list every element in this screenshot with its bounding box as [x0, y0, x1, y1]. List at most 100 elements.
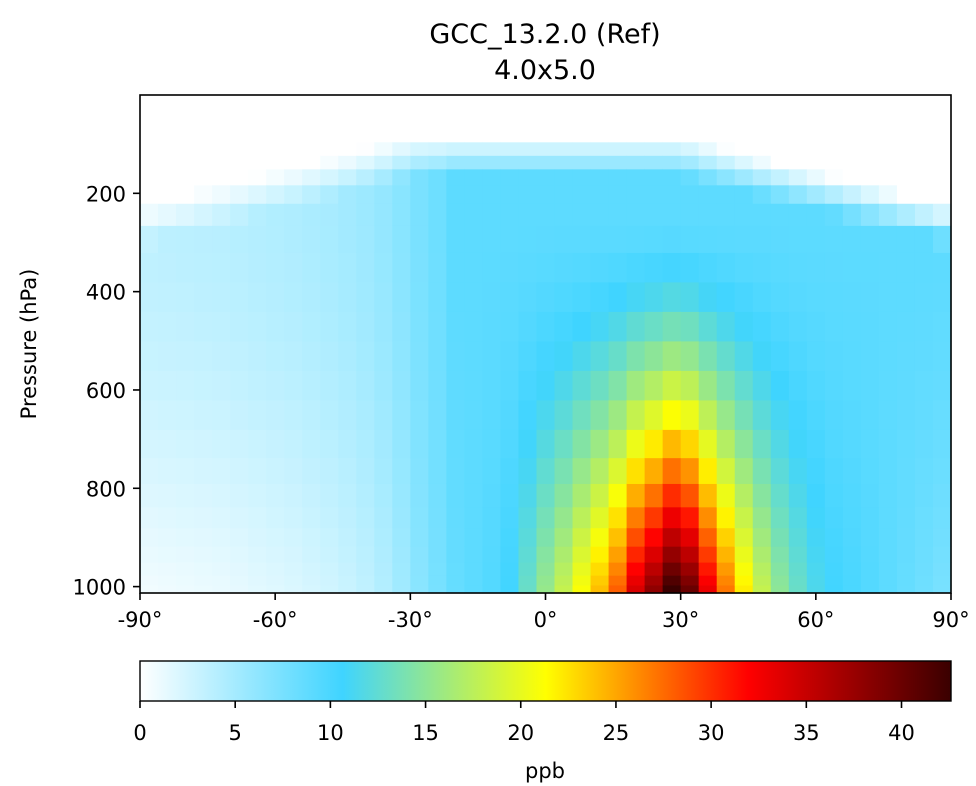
- heatmap-cell: [914, 252, 934, 283]
- heatmap-cell: [374, 370, 393, 401]
- x-tick-label: 0°: [534, 608, 558, 632]
- heatmap-cell: [392, 429, 411, 459]
- heatmap-cell: [248, 225, 267, 253]
- heatmap-cell: [284, 370, 303, 401]
- heatmap-cell: [266, 155, 285, 170]
- heatmap-cell: [608, 562, 628, 576]
- heatmap-cell: [446, 281, 465, 312]
- heatmap-cell: [824, 311, 844, 342]
- colorbar-ticks: 0 5 10 15 20 25 30 35 40: [133, 701, 915, 745]
- heatmap-cell: [626, 546, 646, 563]
- heatmap-cell: [680, 184, 700, 204]
- heatmap-cell: [554, 562, 574, 576]
- heatmap-cell: [320, 562, 339, 576]
- heatmap-cell: [176, 399, 195, 430]
- heatmap-cell: [464, 141, 484, 156]
- heatmap-cell: [410, 252, 429, 283]
- heatmap-cell: [824, 252, 844, 283]
- heatmap-cell: [482, 575, 502, 586]
- heatmap-cell: [140, 95, 159, 126]
- heatmap-cell: [302, 168, 321, 186]
- heatmap-cell: [896, 168, 916, 186]
- heatmap-cell: [644, 483, 664, 508]
- heatmap-cell: [752, 311, 772, 342]
- heatmap-cell: [554, 399, 574, 430]
- heatmap-cell: [698, 340, 718, 371]
- heatmap-cell: [842, 95, 862, 126]
- heatmap-cell: [284, 168, 303, 186]
- heatmap-cell: [464, 340, 484, 371]
- heatmap-cell: [716, 562, 736, 576]
- heatmap-cell: [518, 483, 538, 508]
- heatmap-cell: [266, 141, 285, 156]
- heatmap-cell: [878, 95, 898, 126]
- heatmap-cell: [302, 225, 321, 253]
- heatmap-cell: [482, 311, 502, 342]
- heatmap-cell: [212, 203, 231, 226]
- heatmap-cell: [302, 575, 321, 586]
- heatmap-cell: [914, 281, 934, 312]
- heatmap-cell: [356, 562, 375, 576]
- heatmap-cell: [230, 252, 249, 283]
- heatmap-cell: [374, 575, 393, 586]
- heatmap-cell: [176, 429, 195, 459]
- heatmap-cell: [194, 399, 213, 430]
- heatmap-cell: [770, 340, 790, 371]
- heatmap-cell: [158, 457, 177, 484]
- heatmap-cell: [680, 225, 700, 253]
- heatmap-cell: [284, 429, 303, 459]
- heatmap-cell: [590, 575, 610, 586]
- heatmap-cell: [626, 527, 646, 547]
- heatmap-cell: [374, 281, 393, 312]
- heatmap-cell: [914, 546, 934, 563]
- heatmap-cell: [410, 168, 429, 186]
- heatmap-cell: [734, 203, 754, 226]
- heatmap-cell: [932, 546, 952, 563]
- heatmap-cell: [140, 124, 159, 143]
- heatmap-cell: [662, 429, 682, 459]
- heatmap-cell: [626, 225, 646, 253]
- heatmap-cell: [266, 95, 285, 126]
- heatmap-cell: [644, 457, 664, 484]
- heatmap-cell: [698, 546, 718, 563]
- heatmap-cell: [230, 429, 249, 459]
- heatmap-cell: [734, 546, 754, 563]
- heatmap-cell: [644, 546, 664, 563]
- heatmap-cell: [734, 483, 754, 508]
- heatmap-cell: [788, 281, 808, 312]
- heatmap-cell: [878, 527, 898, 547]
- heatmap-cell: [824, 584, 844, 594]
- heatmap-cell: [446, 483, 465, 508]
- heatmap-cell: [428, 457, 447, 484]
- heatmap-cell: [806, 506, 826, 529]
- heatmap-cell: [572, 546, 592, 563]
- heatmap-cell: [356, 506, 375, 529]
- heatmap-cell: [284, 141, 303, 156]
- heatmap-cell: [500, 203, 520, 226]
- heatmap-cell: [590, 95, 610, 126]
- heatmap-cell: [356, 483, 375, 508]
- heatmap-cell: [554, 527, 574, 547]
- heatmap-cell: [734, 506, 754, 529]
- heatmap-cell: [212, 584, 231, 594]
- heatmap-cell: [914, 584, 934, 594]
- heatmap-cell: [698, 584, 718, 594]
- heatmap-cell: [698, 399, 718, 430]
- heatmap-cell: [554, 575, 574, 586]
- heatmap-cell: [212, 527, 231, 547]
- heatmap-cell: [536, 252, 556, 283]
- heatmap-cell: [320, 483, 339, 508]
- heatmap-cell: [572, 141, 592, 156]
- heatmap-cell: [554, 225, 574, 253]
- heatmap-cell: [608, 281, 628, 312]
- heatmap-cell: [176, 281, 195, 312]
- heatmap-cell: [158, 340, 177, 371]
- colorbar-tick-label: 15: [412, 721, 439, 745]
- heatmap-cell: [158, 168, 177, 186]
- x-tick-label: 30°: [662, 608, 699, 632]
- heatmap-cell: [896, 483, 916, 508]
- heatmap-cell: [842, 252, 862, 283]
- heatmap-cell: [338, 506, 357, 529]
- heatmap-cell: [914, 311, 934, 342]
- heatmap-cell: [374, 124, 393, 143]
